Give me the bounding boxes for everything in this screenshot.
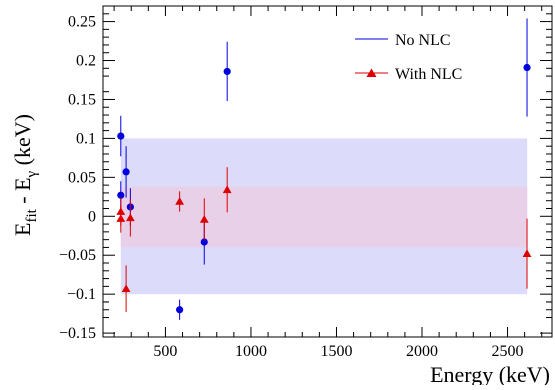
x-tick-label: 500 (153, 343, 177, 360)
y-tick-label: −0.15 (59, 325, 96, 342)
data-point-no-nlc (176, 306, 184, 314)
points-layer (116, 18, 532, 320)
data-point-no-nlc (523, 63, 531, 72)
y-tick-label: −0.1 (67, 286, 96, 303)
y-title-mid: - E (10, 177, 35, 209)
y-title-main: E (10, 223, 35, 236)
x-tick-label: 1500 (320, 343, 352, 360)
y-tick-label: 0.15 (68, 91, 96, 108)
x-tick-label: 1000 (235, 343, 267, 360)
x-tick-label: 2000 (406, 343, 438, 360)
band-layer (120, 138, 528, 295)
y-axis-title: Efit - Eγ (keV) (10, 114, 40, 236)
x-tick-label: 2500 (492, 343, 524, 360)
data-point-no-nlc (122, 168, 130, 176)
legend-label-with-nlc: With NLC (395, 66, 462, 83)
data-point-with-nlc (116, 214, 126, 222)
legend-label-no-nlc: No NLC (395, 32, 451, 49)
y-tick-label: −0.05 (59, 247, 96, 264)
y-tick-label: 0.25 (68, 14, 96, 31)
y-tick-label: 0.2 (76, 53, 96, 70)
data-point-with-nlc (175, 197, 185, 205)
plot-frame (102, 5, 553, 338)
data-point-no-nlc (117, 132, 125, 140)
tolerance-band-1 (120, 186, 528, 248)
y-tick-label: 0.05 (68, 169, 96, 186)
y-title-tail: (keV) (10, 114, 35, 171)
y-title-sub2: γ (24, 170, 40, 178)
legend: No NLC With NLC (355, 32, 462, 83)
data-point-no-nlc (200, 238, 208, 246)
y-title-sub1: fit (24, 208, 40, 222)
legend-marker-with-nlc (366, 68, 377, 77)
x-axis-title: Energy (keV) (430, 362, 550, 385)
data-point-with-nlc (222, 185, 232, 194)
data-point-with-nlc (121, 284, 131, 293)
y-tick-label: 0 (88, 208, 96, 225)
data-point-no-nlc (223, 67, 231, 76)
data-point-with-nlc (199, 214, 209, 223)
data-point-with-nlc (125, 213, 135, 222)
data-point-no-nlc (117, 191, 125, 199)
data-point-with-nlc (522, 249, 532, 257)
ticks-layer: −0.15 −0.1 −0.05 0 0.05 0.1 0.15 0.2 0.25 500 1000… (59, 5, 552, 360)
y-tick-label: 0.1 (76, 130, 96, 147)
